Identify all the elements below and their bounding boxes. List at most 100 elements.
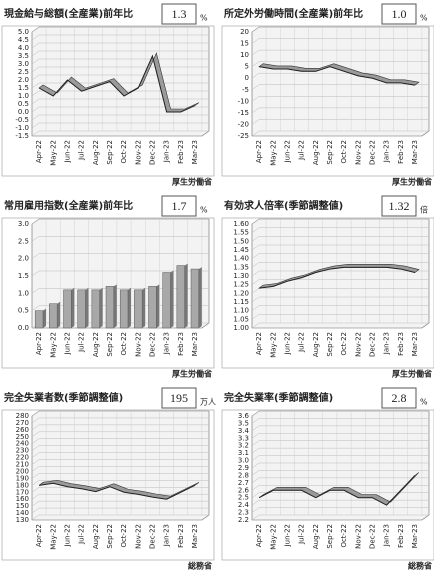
y-tick-label: 2.6 (238, 486, 250, 494)
y-tick-label: 1.00 (233, 324, 249, 332)
headline-value: 1.7 (172, 199, 187, 213)
y-tick-label: 4.0 (18, 44, 29, 52)
tick-mark (31, 122, 40, 129)
x-tick-label: Nov-22 (354, 524, 362, 549)
x-tick-label: Sep-22 (106, 332, 114, 357)
y-tick-label: 3.3 (238, 434, 249, 442)
x-tick-label: Nov-22 (354, 332, 362, 357)
y-tick-label: 2.4 (238, 501, 250, 509)
y-tick-label: 3.5 (18, 52, 29, 60)
tick-mark (251, 26, 260, 33)
y-tick-label: 180 (16, 481, 29, 489)
y-tick-label: 0.0 (18, 324, 29, 332)
tick-mark (251, 433, 260, 439)
x-tick-label: Jul-22 (298, 140, 306, 161)
y-tick-label: 2.7 (238, 479, 249, 487)
headline-box (161, 3, 197, 25)
x-tick-label: Mar-23 (411, 524, 419, 548)
x-tick-label: Dec-22 (148, 524, 156, 549)
tick-mark (251, 236, 260, 242)
y-tick-label: 2.3 (238, 509, 249, 517)
x-tick-label: Jun-22 (283, 524, 291, 547)
bar-side (127, 287, 131, 328)
x-tick-label: Mar-23 (411, 140, 419, 164)
x-tick-label: May-22 (269, 524, 277, 550)
y-tick-label: 1.0 (18, 92, 29, 100)
bar (91, 289, 100, 329)
y-tick-label: 2.2 (238, 516, 249, 524)
y-tick-label: 3.1 (238, 449, 249, 457)
tick-mark (31, 438, 40, 444)
bar-side (85, 287, 89, 328)
line (258, 475, 416, 506)
tick-mark (31, 431, 40, 438)
tick-mark (251, 447, 260, 454)
tick-mark (31, 445, 40, 451)
tick-mark (31, 236, 40, 242)
y-tick-label: 0 (245, 74, 249, 82)
line (259, 266, 416, 289)
x-tick-label: Feb-23 (397, 140, 405, 164)
bar-side (57, 301, 61, 328)
tick-mark (31, 410, 40, 417)
panel-frame (1, 217, 215, 369)
x-tick-label: Mar-23 (191, 524, 199, 548)
y-tick-label: 1.55 (233, 229, 249, 237)
x-tick-label: Dec-22 (148, 140, 156, 165)
tick-mark (251, 84, 260, 90)
tick-mark (251, 49, 260, 56)
y-tick-label: 4.5 (18, 36, 29, 44)
y-tick-label: 220 (16, 454, 29, 462)
tick-mark (31, 90, 40, 97)
tick-mark (31, 514, 40, 521)
x-tick-label: Jan-23 (163, 140, 171, 163)
y-tick-label: 160 (16, 495, 29, 503)
tick-mark (251, 253, 260, 259)
x-tick-label: Oct-22 (120, 332, 128, 356)
tick-mark (31, 26, 40, 33)
y-tick-label: 2.0 (18, 255, 29, 263)
x-tick-label: Sep-22 (326, 524, 334, 549)
tick-mark (31, 130, 40, 137)
y-tick-label: 1.45 (233, 246, 249, 254)
panel-title: 完全失業者数(季節調整値) (4, 391, 123, 404)
x-tick-label: Oct-22 (340, 524, 348, 548)
x-tick-label: Feb-23 (397, 524, 405, 548)
unit: % (420, 14, 428, 23)
x-tick-label: Feb-23 (177, 524, 185, 548)
y-tick-label: -1.0 (15, 124, 29, 132)
x-tick-label: Apr-22 (35, 524, 43, 547)
y-tick-label: 1.15 (233, 298, 249, 306)
panel-frame (1, 25, 215, 177)
y-tick-label: -15 (238, 109, 249, 117)
y-tick-label: 2.9 (238, 464, 249, 472)
tick-mark (251, 440, 260, 446)
source: 厚生労働省 (392, 369, 432, 379)
panel-title: 現金給与総額(全産業)前年比 (4, 7, 133, 20)
tick-mark (31, 106, 40, 113)
tick-mark (31, 305, 40, 311)
tick-mark (31, 417, 40, 424)
bar-side (156, 284, 160, 328)
tick-mark (31, 424, 40, 431)
x-tick-label: Sep-22 (106, 524, 114, 549)
tick-mark (251, 470, 260, 476)
x-tick-label: Sep-22 (326, 140, 334, 165)
tick-mark (251, 38, 260, 44)
tick-mark (251, 485, 260, 491)
x-tick-label: Apr-22 (255, 140, 263, 163)
x-tick-label: Oct-22 (340, 140, 348, 164)
y-tick-label: 1.5 (18, 84, 29, 92)
y-tick-label: 1.40 (233, 255, 249, 263)
y-tick-label: 150 (16, 502, 29, 510)
tick-mark (251, 130, 260, 137)
x-tick-label: Aug-22 (92, 140, 100, 165)
line (38, 54, 196, 113)
y-tick-label: 20 (240, 28, 249, 36)
bar (105, 286, 115, 329)
y-tick-label: 1.0 (18, 289, 29, 297)
bar-side (198, 267, 202, 328)
y-tick-label: 1.30 (233, 272, 249, 280)
x-tick-label: Oct-22 (120, 524, 128, 548)
x-tick-label: Aug-22 (92, 524, 100, 549)
